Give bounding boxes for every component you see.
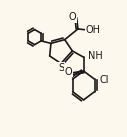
Text: O: O xyxy=(64,67,72,77)
Text: OH: OH xyxy=(86,25,101,35)
Text: NH: NH xyxy=(88,51,103,61)
Text: Cl: Cl xyxy=(100,75,109,85)
Text: S: S xyxy=(58,63,64,73)
Text: O: O xyxy=(69,12,76,22)
